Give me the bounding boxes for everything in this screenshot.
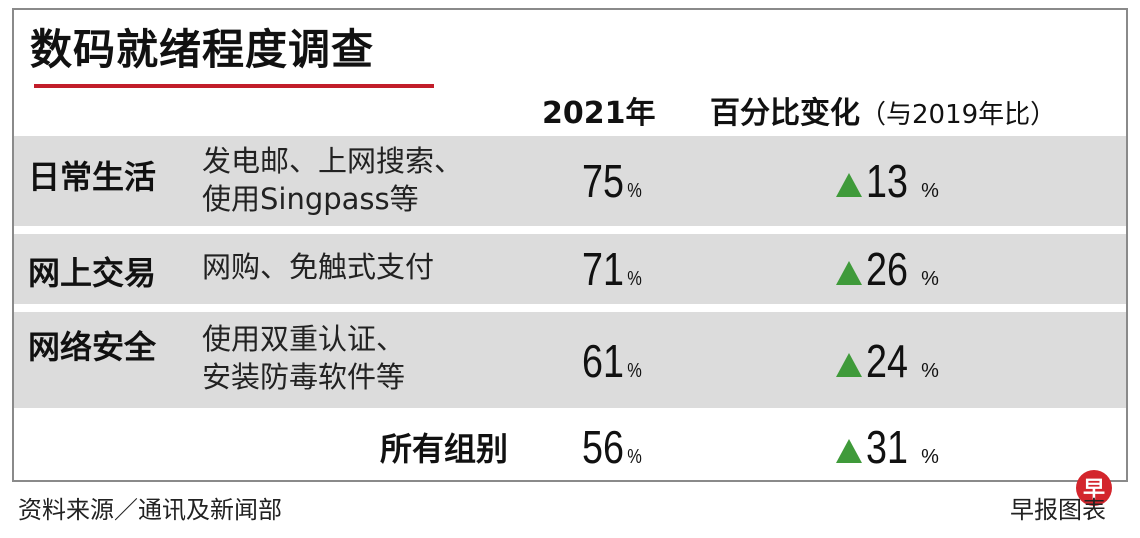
row-category: 网上交易 [28, 254, 157, 292]
chart-title: 数码就绪程度调查 [30, 25, 375, 74]
zaobao-logo: 早 [1076, 470, 1112, 506]
percent-sign: % [627, 268, 642, 290]
row-value: 75% [582, 154, 642, 208]
row-value-number: 75 [582, 155, 624, 207]
percent-sign: % [921, 268, 939, 290]
title-underline [34, 84, 434, 88]
credit-label: 早报图表 [1010, 496, 1106, 524]
row-change: 31% [836, 420, 939, 474]
percent-sign: % [627, 180, 642, 202]
row-description: 发电邮、上网搜索、 使用Singpass等 [202, 142, 463, 218]
column-header-year: 2021年 [542, 96, 656, 131]
row-value: 71% [582, 242, 642, 296]
up-triangle-icon [836, 439, 862, 463]
percent-sign: % [921, 180, 939, 202]
row-category: 所有组别 [380, 430, 509, 468]
row-change-number: 13 [866, 155, 908, 207]
row-change: 24% [836, 334, 939, 388]
row-description-line: 安装防毒软件等 [202, 360, 406, 394]
column-header-change-note: （与2019年比） [860, 100, 1057, 130]
row-value: 56% [582, 420, 642, 474]
percent-sign: % [921, 360, 939, 382]
source-note: 资料来源／通讯及新闻部 [18, 496, 282, 524]
column-header-change: 百分比变化（与2019年比） [710, 88, 1056, 132]
row-description: 使用双重认证、 安装防毒软件等 [202, 320, 405, 396]
row-value-number: 61 [582, 335, 624, 387]
percent-sign: % [627, 360, 642, 382]
row-category: 日常生活 [28, 158, 157, 196]
row-change-number: 24 [866, 335, 908, 387]
table-row-total: 所有组别 56% 31% [14, 414, 1126, 480]
row-change: 26% [836, 242, 939, 296]
row-description-line: 网购、免触式支付 [202, 250, 435, 284]
up-triangle-icon [836, 173, 862, 197]
row-value-number: 56 [582, 421, 624, 473]
percent-sign: % [921, 446, 939, 468]
row-change-number: 31 [866, 421, 908, 473]
row-change-number: 26 [866, 243, 908, 295]
percent-sign: % [627, 446, 642, 468]
row-change: 13% [836, 154, 939, 208]
row-value-number: 71 [582, 243, 624, 295]
row-description-line: 发电邮、上网搜索、 [202, 144, 464, 178]
chart-frame: 数码就绪程度调查 2021年 百分比变化（与2019年比） 日常生活 发电邮、上… [12, 8, 1128, 482]
row-category: 网络安全 [28, 328, 157, 366]
up-triangle-icon [836, 353, 862, 377]
table-row: 网上交易 网购、免触式支付 71% 26% [14, 234, 1126, 304]
table-row: 网络安全 使用双重认证、 安装防毒软件等 61% 24% [14, 312, 1126, 408]
column-header-change-label: 百分比变化 [710, 96, 860, 131]
row-value: 61% [582, 334, 642, 388]
up-triangle-icon [836, 261, 862, 285]
table-row: 日常生活 发电邮、上网搜索、 使用Singpass等 75% 13% [14, 136, 1126, 226]
row-description-line: 使用双重认证、 [202, 322, 406, 356]
row-description-line: 使用Singpass等 [202, 182, 419, 216]
row-description: 网购、免触式支付 [202, 248, 434, 286]
